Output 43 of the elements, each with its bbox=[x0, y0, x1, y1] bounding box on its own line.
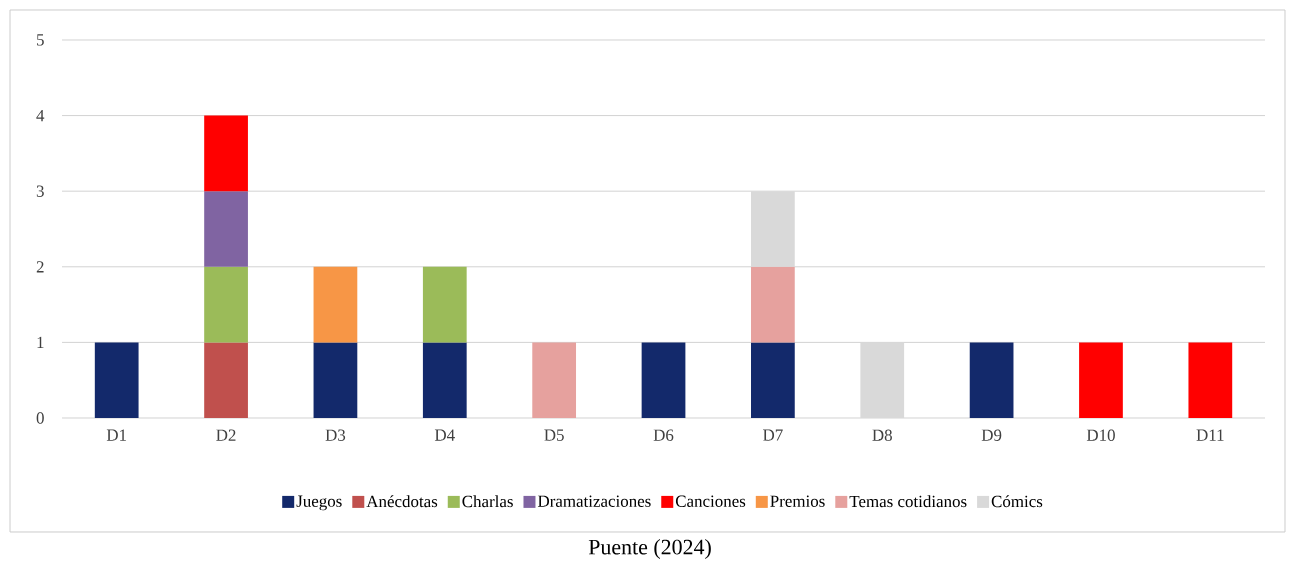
y-tick-label: 3 bbox=[36, 185, 44, 197]
bar bbox=[204, 266, 248, 343]
y-tick-label: 4 bbox=[36, 110, 45, 122]
legend-label: Charlas bbox=[462, 495, 513, 508]
bar bbox=[1188, 342, 1233, 418]
bar bbox=[204, 115, 248, 192]
x-tick-label: D6 bbox=[653, 429, 674, 441]
bar bbox=[751, 191, 795, 267]
legend-label: Juegos bbox=[296, 495, 342, 511]
x-tick-label: D11 bbox=[1196, 429, 1224, 441]
x-tick-label: D3 bbox=[325, 429, 346, 441]
bar bbox=[641, 342, 686, 418]
bar bbox=[313, 342, 358, 418]
bar bbox=[751, 266, 795, 343]
text: Puente (2024) bbox=[588, 539, 711, 559]
y-tick-label: 0 bbox=[36, 412, 44, 424]
x-tick-label: D10 bbox=[1086, 429, 1115, 441]
legend-label: Premios bbox=[770, 495, 825, 507]
x-tick-label: D2 bbox=[216, 429, 236, 441]
x-tick-label: D5 bbox=[544, 429, 564, 441]
legend-label: Temas cotidianos bbox=[849, 495, 967, 508]
y-tick-label: 1 bbox=[37, 336, 44, 348]
x-tick-label: D4 bbox=[434, 429, 455, 441]
bar bbox=[422, 342, 467, 418]
bar bbox=[94, 342, 139, 418]
bar bbox=[422, 266, 467, 343]
bar bbox=[1079, 342, 1123, 418]
bar bbox=[204, 191, 248, 267]
y-tick-label: 5 bbox=[37, 34, 44, 46]
bar bbox=[204, 342, 248, 418]
legend-label: Canciones bbox=[675, 495, 746, 507]
legend-label: Cómics bbox=[991, 495, 1043, 508]
x-tick-label: D1 bbox=[106, 429, 127, 441]
x-tick-label: D9 bbox=[981, 429, 1002, 441]
legend-label: Anécdotas bbox=[366, 495, 438, 508]
x-tick-label: D7 bbox=[763, 429, 783, 441]
bar bbox=[751, 342, 795, 418]
bar bbox=[313, 266, 358, 343]
y-tick-label: 2 bbox=[36, 261, 44, 273]
legend-label: Dramatizaciones bbox=[537, 495, 651, 507]
bar bbox=[532, 342, 577, 418]
bar bbox=[969, 342, 1014, 418]
x-tick-label: D8 bbox=[872, 429, 892, 441]
